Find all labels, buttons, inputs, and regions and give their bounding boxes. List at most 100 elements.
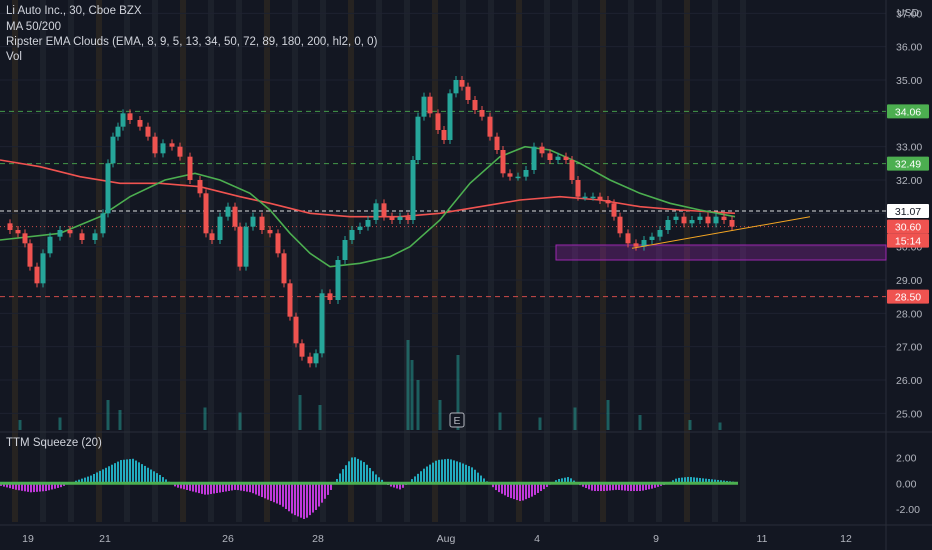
squeeze-bar [303, 483, 305, 519]
x-axis[interactable]: 19 21 26 28 Aug 4 9 11 12 [22, 533, 852, 545]
candle-body [597, 196, 603, 200]
squeeze-bar [396, 483, 398, 489]
squeeze-bar [54, 483, 56, 489]
candle-body [100, 213, 106, 234]
currency-label[interactable]: USD [897, 7, 920, 19]
candle-body [115, 126, 121, 137]
squeeze-bar [468, 466, 470, 484]
candle-body [243, 226, 249, 267]
squeeze-bar [195, 483, 197, 493]
squeeze-bar [279, 483, 281, 505]
squeeze-bar [6, 483, 8, 488]
x-tick-label: 11 [757, 533, 768, 545]
squeeze-bar [690, 477, 692, 484]
squeeze-bar [519, 483, 521, 502]
candle-body [232, 206, 238, 227]
candle-body [421, 96, 427, 117]
candle-body [415, 116, 421, 160]
candle-body [721, 216, 727, 220]
earnings-marker[interactable]: E [449, 412, 465, 428]
squeeze-bar [120, 460, 122, 484]
candle-body [605, 200, 611, 204]
squeeze-bar [267, 483, 269, 500]
squeeze-bar [159, 474, 161, 484]
squeeze-bar [657, 483, 659, 487]
squeeze-bar [390, 483, 392, 487]
squeeze-bar [645, 483, 647, 490]
squeeze-bar [465, 464, 467, 484]
squeeze-bar [696, 477, 698, 484]
candle-body [275, 233, 281, 254]
squeeze-bar [231, 483, 233, 491]
squeeze-bar [480, 475, 482, 484]
squeeze-bar [138, 462, 140, 484]
squeeze-bar [687, 476, 689, 484]
squeeze-bar [558, 478, 560, 484]
squeeze-bar [492, 483, 494, 488]
volume-bar [106, 400, 110, 430]
squeeze-bar [621, 483, 623, 491]
squeeze-bar [450, 459, 452, 484]
squeeze-bar [585, 483, 587, 489]
volume-legend[interactable]: Vol [6, 51, 22, 63]
squeeze-bar [93, 474, 95, 484]
candle-body [657, 230, 663, 237]
squeeze-bar [651, 483, 653, 489]
price-level-value: 31.07 [895, 206, 921, 218]
squeeze-bar [363, 462, 365, 484]
squeeze-bar [393, 483, 395, 488]
squeeze-bar [114, 463, 116, 484]
squeeze-bar [147, 467, 149, 484]
session-band [348, 0, 354, 522]
squeeze-bar [42, 483, 44, 492]
squeeze-bar [258, 483, 260, 496]
squeeze-tick-label: 0.00 [896, 478, 917, 490]
squeeze-bar [672, 480, 674, 484]
candle-body [203, 193, 209, 234]
squeeze-bar [222, 483, 224, 492]
squeeze-bar [57, 483, 59, 488]
squeeze-bar [603, 483, 605, 492]
candle-body [441, 130, 447, 140]
candle-body [342, 240, 348, 260]
candle-body [569, 160, 575, 180]
squeeze-bar [240, 483, 242, 491]
volume-bar [203, 407, 207, 430]
candle-body [327, 293, 333, 300]
squeeze-bar [594, 483, 596, 492]
squeeze-bar [18, 483, 20, 491]
squeeze-bar [186, 483, 188, 490]
ma-fast-line [0, 145, 736, 268]
squeeze-bar [192, 483, 194, 492]
squeeze-bar [531, 483, 533, 497]
candle-body [187, 156, 193, 180]
volume-bar [638, 415, 642, 430]
squeeze-bar [366, 464, 368, 484]
candle-body [410, 160, 416, 220]
squeeze-bar [132, 458, 134, 484]
squeeze-bar [129, 459, 131, 484]
volume-bar [606, 400, 610, 430]
squeeze-bar [342, 469, 344, 484]
squeeze-bar [570, 478, 572, 484]
squeeze-bar [270, 483, 272, 501]
squeeze-bar [156, 473, 158, 484]
squeeze-bar [33, 483, 35, 493]
squeeze-bar [246, 483, 248, 492]
ma-legend[interactable]: MA 50/200 [6, 21, 61, 33]
squeeze-bar [81, 478, 83, 484]
x-tick-label: 9 [653, 533, 659, 545]
squeeze-bar [3, 483, 5, 487]
squeeze-bar [237, 483, 239, 491]
price-level-value: 32.49 [895, 159, 921, 171]
candle-body [665, 220, 671, 230]
squeeze-bar [261, 483, 263, 498]
candle-body [197, 180, 203, 194]
ema-clouds-legend[interactable]: Ripster EMA Clouds (EMA, 8, 9, 5, 13, 34… [6, 36, 378, 48]
candle-body [649, 236, 655, 240]
volume-bar [18, 420, 22, 430]
squeeze-bar [210, 483, 212, 495]
symbol-legend[interactable]: Li Auto Inc., 30, Cboe BZX [6, 5, 142, 17]
squeeze-legend[interactable]: TTM Squeeze (20) [6, 437, 102, 449]
